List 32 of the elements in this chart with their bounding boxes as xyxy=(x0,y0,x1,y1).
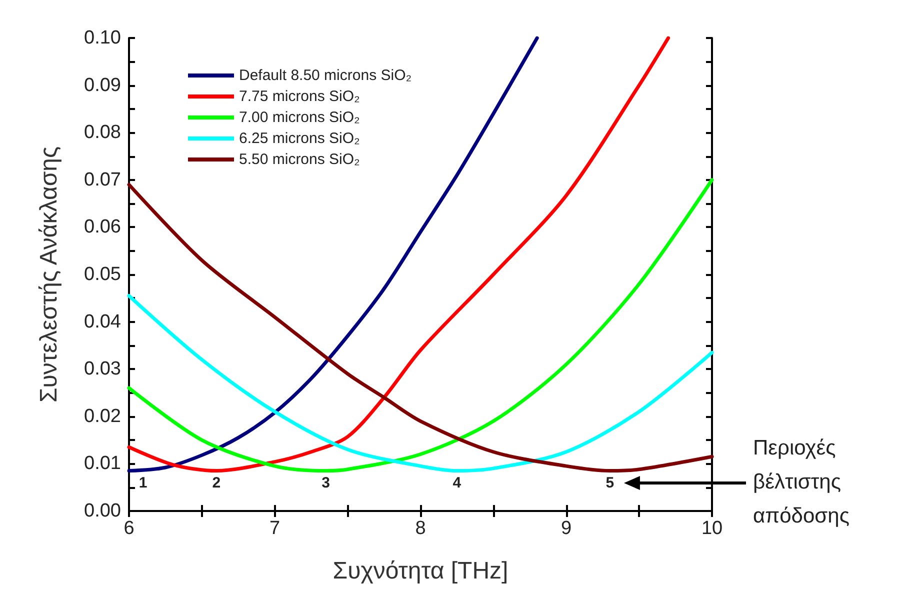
y-tick-label: 0.05 xyxy=(84,264,121,285)
legend-label: 6.25 microns SiO₂ xyxy=(239,130,360,147)
annotation: 2 xyxy=(212,474,221,492)
y-axis-title: Συντελεστής Ανάκλασης xyxy=(36,146,62,403)
text: Περιοχές βέλτιστης απόδοσης xyxy=(753,436,850,528)
x-tick-label: 9 xyxy=(560,518,572,539)
x-tick-label: 6 xyxy=(124,518,134,539)
y-tick-label: 0.10 xyxy=(84,28,121,48)
line-series xyxy=(127,36,670,473)
y-tick-label: 0.03 xyxy=(84,358,121,380)
y-tick-label: 0.06 xyxy=(84,216,121,238)
annotation: 4 xyxy=(452,474,462,492)
y-tick-label: 0.02 xyxy=(84,406,121,427)
x-tick-label: 10 xyxy=(701,518,723,539)
y-tick-label: 0.07 xyxy=(84,169,121,190)
annotation: 5 xyxy=(606,474,614,492)
annotation: 1 xyxy=(138,474,148,492)
y-tick-label: 0.01 xyxy=(84,453,121,474)
y-tick-label: 0.09 xyxy=(84,74,121,96)
x-tick-label: 8 xyxy=(415,518,426,539)
y-tick-label: 0.00 xyxy=(84,500,121,522)
y-tick-label: 0.08 xyxy=(84,122,121,144)
x-tick-label: 7 xyxy=(269,518,280,539)
legend-label: 7.00 microns SiO₂ xyxy=(239,109,360,126)
annotation: 3 xyxy=(322,474,330,492)
y-tick-label: 0.04 xyxy=(84,311,122,332)
legend-label: 5.50 microns SiO₂ xyxy=(239,151,360,168)
legend-label: 7.75 microns SiO₂ xyxy=(239,88,360,105)
line-series xyxy=(127,36,539,473)
line-series xyxy=(127,294,714,473)
legend-label: Default 8.50 microns SiO₂ xyxy=(239,67,412,84)
x-axis-title: Συχνότητα [THz] xyxy=(332,558,508,584)
